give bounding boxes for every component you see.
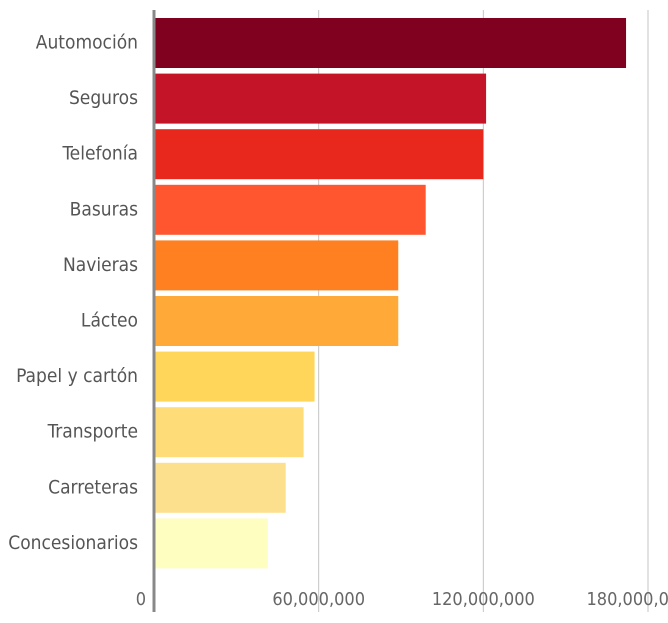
bars bbox=[155, 18, 627, 569]
value-axis-tick-labels: 0 60,000,000 120,000,000 180,000,000 bbox=[136, 589, 668, 610]
bar bbox=[155, 518, 268, 569]
category-label: Basuras bbox=[70, 198, 138, 220]
category-label: Carreteras bbox=[48, 476, 138, 498]
bar bbox=[155, 351, 315, 402]
bar bbox=[155, 18, 627, 68]
category-labels: Automoción Seguros Telefonía Basuras Naviera… bbox=[8, 32, 138, 554]
category-label: Seguros bbox=[69, 87, 138, 109]
bar bbox=[155, 462, 286, 513]
tick-label: 60,000,000 bbox=[272, 589, 365, 610]
tick-label: 0 bbox=[136, 589, 146, 610]
tick-label: 180,000,000 bbox=[587, 589, 668, 610]
category-label: Automoción bbox=[36, 32, 138, 54]
category-label: Navieras bbox=[63, 254, 138, 276]
category-label: Concesionarios bbox=[8, 532, 138, 554]
bar bbox=[155, 129, 484, 180]
bar bbox=[155, 407, 304, 458]
bar bbox=[155, 184, 426, 235]
category-label: Papel y cartón bbox=[16, 365, 138, 387]
tick-label: 120,000,000 bbox=[432, 589, 535, 610]
bar bbox=[155, 73, 487, 124]
bar bbox=[155, 240, 399, 291]
category-label: Lácteo bbox=[81, 310, 138, 332]
category-label: Telefonía bbox=[61, 143, 138, 165]
bar bbox=[155, 296, 399, 346]
category-label: Transporte bbox=[47, 421, 138, 443]
